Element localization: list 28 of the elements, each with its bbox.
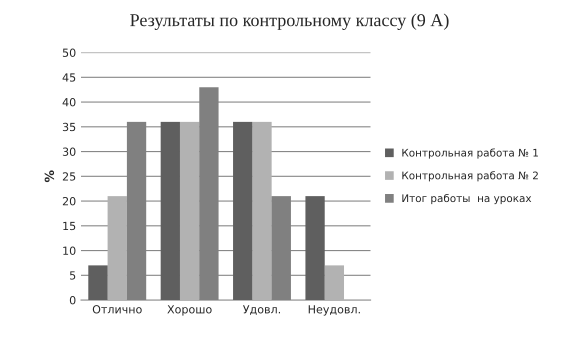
- y-tick-label: 10: [63, 246, 76, 255]
- y-tick-label: 35: [62, 122, 76, 132]
- y-tick-label: 40: [62, 98, 76, 106]
- bar: [252, 122, 272, 300]
- y-tick-label: 30: [62, 148, 76, 156]
- x-tick-label: Удовл.: [242, 305, 280, 315]
- legend-label: Итог работы на уроках: [402, 194, 532, 204]
- bar: [324, 265, 344, 300]
- y-tick-label: 45: [62, 73, 76, 82]
- legend-label: Контрольная работа № 1: [402, 148, 538, 159]
- x-tick-label: Неудовл.: [308, 305, 360, 316]
- bar: [180, 122, 200, 300]
- bar: [233, 122, 252, 300]
- bar: [160, 122, 180, 300]
- y-tick-label: 0: [70, 296, 76, 304]
- x-tick-label: Отлично: [92, 305, 142, 314]
- y-tick-label: 15: [63, 222, 76, 230]
- legend-label: Контрольная работа № 2: [402, 171, 538, 182]
- y-tick-label: 20: [62, 197, 76, 206]
- bar: [305, 196, 325, 300]
- bar: [88, 265, 108, 300]
- y-axis-title: %: [44, 170, 54, 182]
- y-tick-label: 5: [70, 271, 76, 280]
- chart-title: Результаты по контрольному классу (9 А): [130, 14, 449, 30]
- bar: [108, 196, 127, 300]
- y-tick-label: 25: [62, 172, 76, 181]
- y-tick-label: 50: [62, 48, 76, 57]
- x-tick-label: Хорошо: [167, 305, 212, 316]
